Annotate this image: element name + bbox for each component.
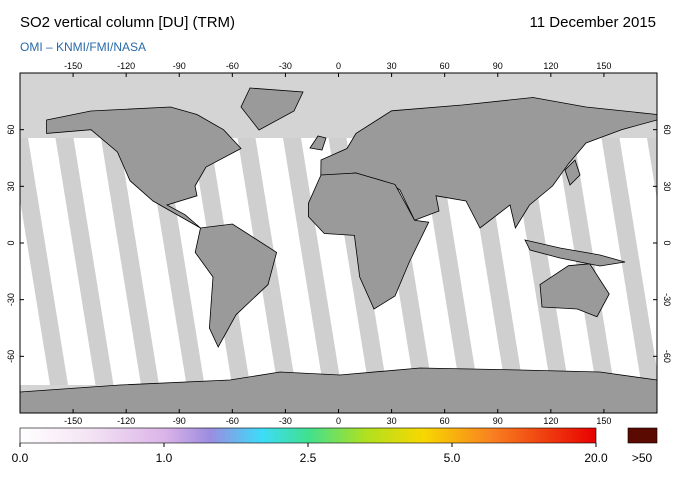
orbit-gap xyxy=(55,138,114,385)
colorbar-tick-label: 1.0 xyxy=(156,451,173,465)
lon-tick-label: 30 xyxy=(387,416,397,426)
lon-tick-label: 0 xyxy=(336,416,341,426)
orbit-gap xyxy=(283,138,341,385)
lat-tick-label: 30 xyxy=(662,181,672,191)
lon-tick-label: -90 xyxy=(173,61,186,71)
lon-tick-label: 120 xyxy=(543,416,558,426)
lon-tick-label: -60 xyxy=(226,416,239,426)
colorbar-tick-label: 2.5 xyxy=(300,451,317,465)
orbit-gap xyxy=(647,138,657,200)
colorbar-overflow-label: >50 xyxy=(632,451,653,465)
colorbar-tick-label: 5.0 xyxy=(444,451,461,465)
lon-tick-label: 150 xyxy=(596,416,611,426)
continents xyxy=(20,87,657,413)
credit: OMI – KNMI/FMI/NASA xyxy=(20,40,146,54)
lon-tick-label: 60 xyxy=(440,61,450,71)
lon-tick-label: -30 xyxy=(279,61,292,71)
colorbar xyxy=(19,427,597,444)
lat-tick-label: -30 xyxy=(662,293,672,306)
colorbar-tick-label: 20.0 xyxy=(584,451,608,465)
lon-tick-label: -150 xyxy=(64,416,82,426)
lat-tick-label: 0 xyxy=(6,240,16,245)
orbit-gap xyxy=(20,138,68,385)
lat-tick-label: 60 xyxy=(6,125,16,135)
lon-tick-label: 90 xyxy=(493,61,503,71)
map xyxy=(20,73,657,413)
lat-tick-label: 0 xyxy=(662,240,672,245)
colorbar-tick-label: 0.0 xyxy=(12,451,29,465)
lon-tick-label: -150 xyxy=(64,61,82,71)
lon-tick-label: 30 xyxy=(387,61,397,71)
lon-tick-label: -90 xyxy=(173,416,186,426)
lat-tick-label: -30 xyxy=(6,293,16,306)
colorbar-overflow xyxy=(627,427,658,444)
lon-tick-label: 90 xyxy=(493,416,503,426)
lon-tick-label: -120 xyxy=(117,416,135,426)
orbit-gap xyxy=(101,138,159,385)
lon-tick-label: 150 xyxy=(596,61,611,71)
lon-tick-label: 0 xyxy=(336,61,341,71)
title: SO2 vertical column [DU] (TRM) xyxy=(20,14,235,31)
lon-tick-label: -60 xyxy=(226,61,239,71)
lon-tick-label: 60 xyxy=(440,416,450,426)
date: 11 December 2015 xyxy=(530,14,656,31)
lat-tick-label: 60 xyxy=(662,125,672,135)
lat-tick-label: 30 xyxy=(6,181,16,191)
lon-tick-label: 120 xyxy=(543,61,558,71)
orbit-gap xyxy=(601,138,657,385)
lon-tick-label: -120 xyxy=(117,61,135,71)
lat-tick-label: -60 xyxy=(662,350,672,363)
lat-tick-label: -60 xyxy=(6,350,16,363)
lon-tick-label: -30 xyxy=(279,416,292,426)
